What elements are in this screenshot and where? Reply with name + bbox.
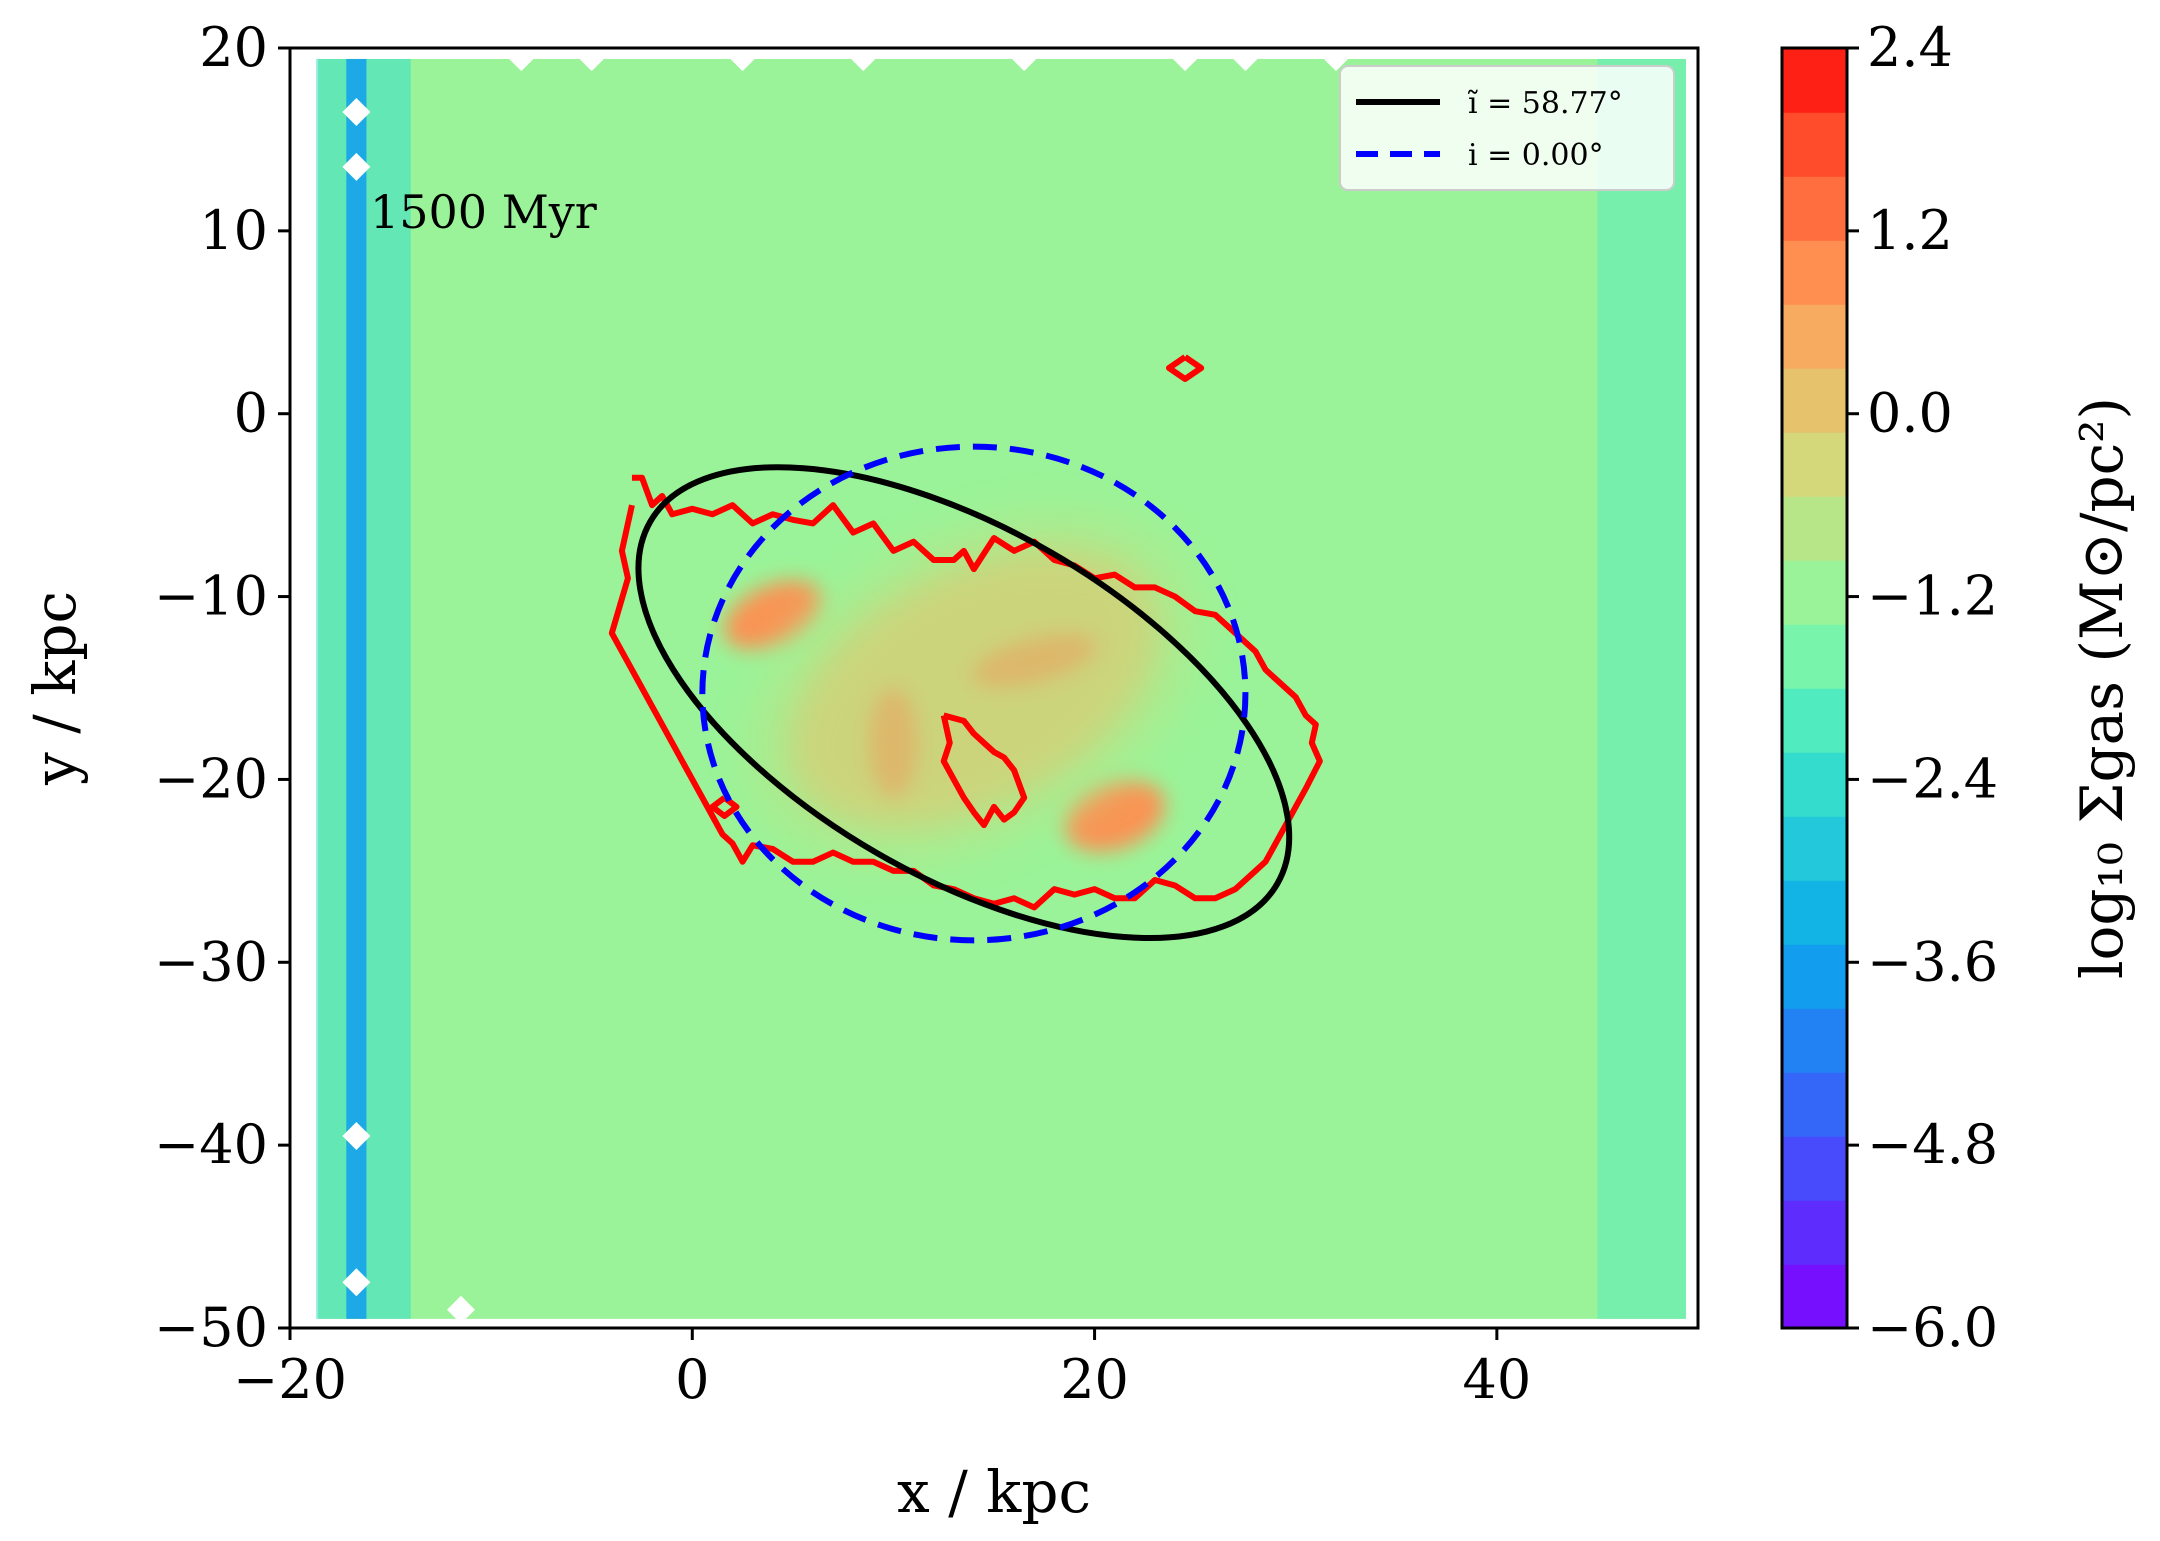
colorbar-tick-label: −1.2 [1867, 565, 1998, 628]
colorbar-tick-label: −6.0 [1867, 1296, 1998, 1359]
series-layer [608, 354, 1323, 944]
x-axis: −20 0 20 40 [233, 1328, 1531, 1411]
legend-label-circle: i = 0.00° [1468, 138, 1604, 173]
fit-ellipse [635, 464, 1293, 942]
legend-box [1339, 65, 1675, 191]
time-annotation: 1500 Myr [370, 185, 597, 239]
y-tick-label: −50 [154, 1296, 268, 1359]
white-gap [342, 1268, 371, 1297]
plot-frame [288, 46, 1700, 1330]
colorbar-band [1782, 1136, 1847, 1201]
x-tick-label: 0 [675, 1348, 709, 1411]
white-gap [849, 48, 878, 72]
heatmap-layer [316, 48, 1686, 1324]
x-tick-label: 20 [1060, 1348, 1129, 1411]
colorbar-band [1782, 240, 1847, 305]
x-axis-label: x / kpc [897, 1458, 1091, 1526]
white-gap [446, 1295, 475, 1324]
density-halo [739, 503, 1209, 873]
colorbar-label: log₁₀ Σgas (M⊙/pc²) [2068, 397, 2136, 979]
white-gap [1321, 48, 1350, 72]
legend-label-ellipse: ĩ = 58.77° [1467, 86, 1623, 121]
colorbar-band [1782, 880, 1847, 945]
y-tick-label: 0 [234, 382, 268, 445]
colorbar-band [1782, 816, 1847, 881]
face-on-circle [699, 443, 1249, 944]
colorbar-band [1782, 1200, 1847, 1265]
colorbar-band [1782, 560, 1847, 625]
colorbar-band [1782, 368, 1847, 433]
colorbar-band [1782, 176, 1847, 241]
white-gap [1010, 48, 1039, 72]
colorbar-band [1782, 432, 1847, 497]
y-axis: −50 −40 −30 −20 −10 0 10 20 [154, 16, 290, 1359]
colorbar-band [1782, 48, 1847, 113]
colorbar-band [1782, 112, 1847, 177]
colorbar-tick-label: −3.6 [1867, 930, 1998, 993]
white-gap [1231, 48, 1260, 72]
colorbar-band [1782, 496, 1847, 561]
white-gap [342, 152, 371, 181]
colorbar-band [1782, 688, 1847, 753]
white-gap [728, 48, 757, 72]
legend: ĩ = 58.77° i = 0.00° [1339, 65, 1675, 191]
y-tick-label: 20 [199, 16, 268, 79]
y-tick-label: −20 [154, 747, 268, 810]
colorbar-band [1782, 304, 1847, 369]
x-tick-label: 40 [1462, 1348, 1531, 1411]
y-tick-label: −30 [154, 930, 268, 993]
colorbar-band [1782, 1072, 1847, 1137]
colorbar-frame [1780, 46, 1849, 1330]
plot-area [288, 46, 1700, 1330]
heatmap-right-edge [1597, 58, 1686, 1319]
colorbar-band [1782, 752, 1847, 817]
colorbar-band [1782, 624, 1847, 689]
white-gap [577, 48, 606, 72]
y-tick-label: −10 [154, 565, 268, 628]
colorbar-band [1782, 1008, 1847, 1073]
white-gap [507, 48, 536, 72]
y-axis-label: y / kpc [21, 591, 89, 786]
colorbar-tick-label: 0.0 [1867, 382, 1953, 445]
white-gap [342, 98, 371, 126]
colorbar-tick-label: 2.4 [1867, 16, 1953, 79]
colorbar-band [1782, 1264, 1847, 1329]
white-gap [1171, 48, 1200, 72]
colorbar-tick-label: −2.4 [1867, 747, 1998, 810]
x-tick-label: −20 [233, 1348, 347, 1411]
contour-line [940, 712, 1028, 829]
colorbar-band [1782, 944, 1847, 1009]
contour-line [1165, 354, 1205, 382]
y-tick-label: 10 [199, 199, 268, 262]
colorbar-tick-label: 1.2 [1867, 199, 1953, 262]
colorbar-tick-label: −4.8 [1867, 1113, 1998, 1176]
contour-line [709, 795, 740, 819]
white-gap [342, 1122, 371, 1150]
y-tick-label: −40 [154, 1113, 268, 1176]
heatmap-left-stripe [346, 58, 367, 1319]
colorbar: 2.4 1.2 0.0 −1.2 −2.4 −3.6 −4.8 −6.0 [1780, 16, 1998, 1359]
